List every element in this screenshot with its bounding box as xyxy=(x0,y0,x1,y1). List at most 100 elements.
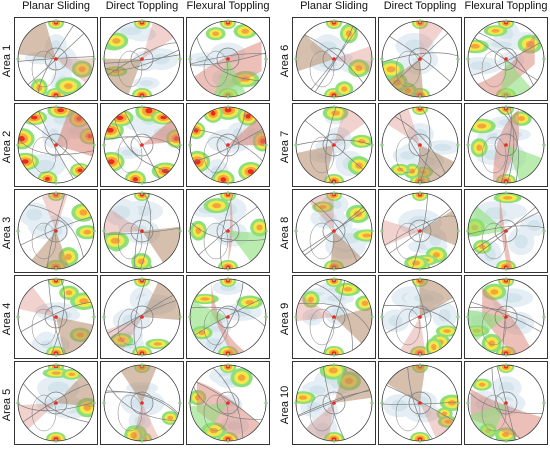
pole-concentration xyxy=(481,333,502,353)
column-header: Planar Sliding xyxy=(300,0,368,12)
faint-contour xyxy=(392,147,424,164)
area-label: Area 3 xyxy=(1,216,13,250)
great-circles xyxy=(18,25,94,93)
pole-concentration xyxy=(473,239,492,254)
faint-contour xyxy=(432,302,457,329)
great-circles xyxy=(382,367,458,440)
great-circles xyxy=(296,107,372,183)
great-circles xyxy=(191,282,266,353)
great-circles xyxy=(18,383,94,432)
stereonet-plot xyxy=(466,19,546,99)
faint-contour xyxy=(46,307,81,323)
pole-concentration xyxy=(353,229,372,242)
stereonet-panel xyxy=(464,275,548,359)
pole-concentration xyxy=(404,255,428,269)
stereonet-panel xyxy=(100,103,184,187)
pole-concentration xyxy=(230,368,253,388)
stereonet-plot xyxy=(16,363,96,443)
great-circles xyxy=(20,193,92,268)
column-header: Flexural Toppling xyxy=(464,0,548,12)
pole-concentration xyxy=(131,252,152,269)
area-label: Area 2 xyxy=(1,130,13,164)
pole-concentration xyxy=(104,32,129,50)
pole-concentration xyxy=(493,193,522,204)
stereonet-panel xyxy=(378,361,462,445)
stereonet-plot xyxy=(188,105,268,185)
stereonet-plot xyxy=(102,19,182,99)
stereonet-panel xyxy=(14,275,98,359)
stereonet-plot xyxy=(16,19,96,99)
stereonet-plot xyxy=(466,105,546,185)
pole-concentration xyxy=(42,367,71,379)
pole-concentration xyxy=(348,59,370,78)
stereonet-plot xyxy=(466,191,546,271)
pole-concentration xyxy=(435,325,458,337)
stereonet-plot xyxy=(380,363,460,443)
faint-contour xyxy=(424,140,458,155)
column-header: Direct Toppling xyxy=(105,0,179,12)
stereonet-plot xyxy=(102,105,182,185)
faint-contour xyxy=(507,227,535,256)
stereonet-panel xyxy=(292,361,376,445)
great-circles xyxy=(302,200,366,262)
stereonet-panel xyxy=(100,275,184,359)
great-circles xyxy=(394,107,446,183)
stereonet-plot xyxy=(16,105,96,185)
pole-concentration xyxy=(335,81,354,97)
pole-concentration xyxy=(312,201,334,213)
great-circles xyxy=(104,111,180,179)
stereonet-panel xyxy=(464,103,548,187)
stereonet-panel xyxy=(186,361,270,445)
stereonet-panel xyxy=(186,275,270,359)
stereonet-panel xyxy=(100,189,184,273)
stereonet-panel xyxy=(186,17,270,101)
great-circles xyxy=(297,366,371,440)
faint-contour xyxy=(382,309,410,333)
great-circles xyxy=(469,366,543,440)
great-circles xyxy=(105,385,179,432)
stereonet-plot xyxy=(380,105,460,185)
great-circles xyxy=(107,279,177,355)
stereonet-plot xyxy=(102,363,182,443)
stereonet-panel xyxy=(292,103,376,187)
pole-concentration xyxy=(71,60,93,78)
faint-contour xyxy=(18,202,51,227)
stereonet-plot xyxy=(466,277,546,357)
column-header: Direct Toppling xyxy=(383,0,457,12)
pole-concentration xyxy=(211,170,235,183)
great-circles xyxy=(104,193,180,269)
stereonet-plot xyxy=(294,19,374,99)
faint-contour xyxy=(383,393,416,418)
pole-concentration xyxy=(61,368,82,380)
stereonet-panel xyxy=(14,103,98,187)
great-circles xyxy=(190,37,266,88)
great-circles xyxy=(382,32,458,88)
pole-concentration xyxy=(233,23,257,39)
stereonet-plot xyxy=(466,363,546,443)
stereonet-plot xyxy=(380,277,460,357)
stereonet-plot xyxy=(188,19,268,99)
stereonet-plot xyxy=(294,191,374,271)
faint-contour xyxy=(480,38,523,51)
great-circles xyxy=(383,279,457,355)
great-circles xyxy=(384,193,456,269)
great-circles xyxy=(469,279,543,355)
stereonet-panel xyxy=(14,17,98,101)
pole-concentration xyxy=(75,225,94,240)
faint-contour xyxy=(302,308,323,326)
stereonet-panel xyxy=(292,17,376,101)
pole-concentration xyxy=(109,332,133,347)
stereonet-panel xyxy=(186,103,270,187)
pole-concentration xyxy=(322,107,349,121)
pole-concentration xyxy=(18,128,35,150)
stereonet-plot xyxy=(102,277,182,357)
stereonet-plot xyxy=(188,277,268,357)
area-label: Area 8 xyxy=(279,216,291,250)
pole-concentration xyxy=(355,295,372,312)
stereonet-panel xyxy=(464,17,548,101)
column-header: Flexural Toppling xyxy=(186,0,270,12)
great-circles xyxy=(18,111,94,179)
pole-concentration xyxy=(335,282,361,296)
area-label: Area 6 xyxy=(279,44,291,78)
pole-concentration xyxy=(439,394,458,411)
